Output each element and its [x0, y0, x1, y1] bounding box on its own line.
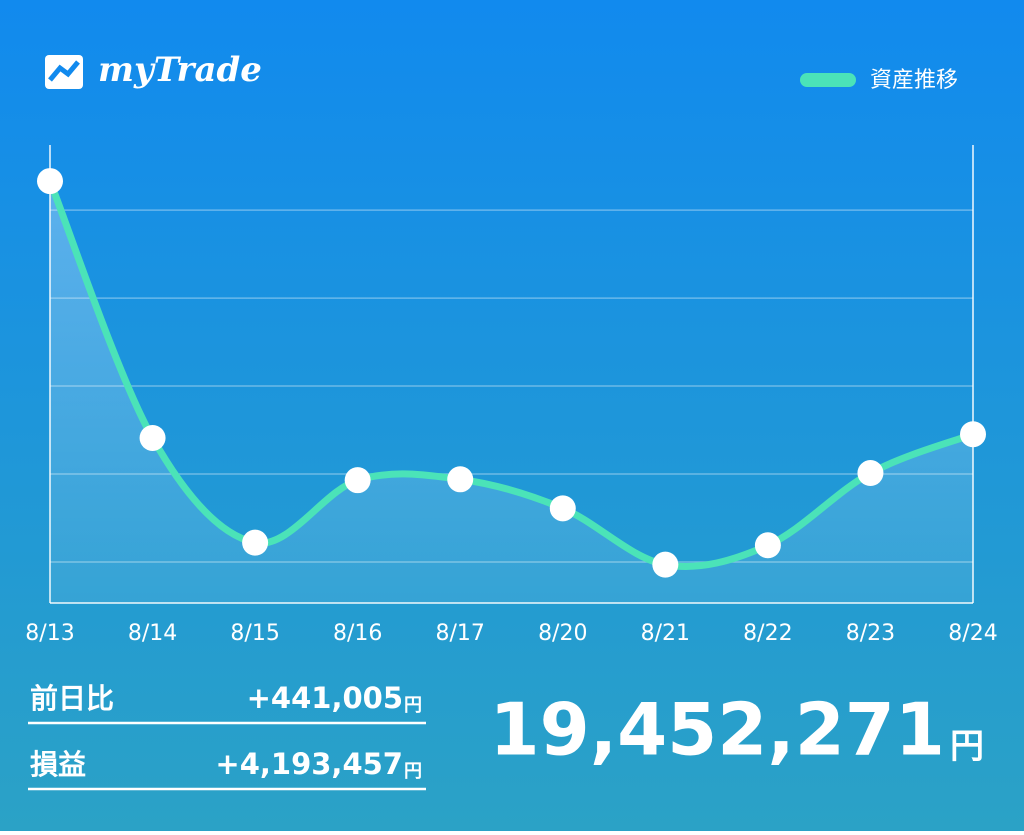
x-tick-label: 8/17 [436, 621, 485, 646]
x-tick-label: 8/20 [538, 621, 587, 646]
x-tick-label: 8/21 [641, 621, 690, 646]
x-tick-label: 8/24 [948, 621, 997, 646]
stat-value: +4,193,457 [215, 747, 403, 781]
point [242, 529, 269, 556]
stat-value: +441,005 [247, 681, 403, 715]
x-tick-label: 8/23 [846, 621, 895, 646]
logo-icon [45, 55, 83, 89]
point [754, 532, 781, 559]
stat-unit: 円 [404, 695, 422, 716]
stat-unit: 円 [404, 761, 422, 782]
point [960, 421, 986, 448]
point [857, 460, 884, 487]
x-tick-label: 8/13 [25, 621, 74, 646]
stat-label: 損益 [30, 748, 86, 781]
area [50, 181, 973, 603]
logo-text: myTrade [98, 50, 262, 90]
total-unit: 円 [950, 727, 984, 767]
point [344, 467, 371, 494]
point [37, 168, 63, 195]
point [447, 466, 474, 493]
legend-label: 資産推移 [870, 68, 958, 93]
point [139, 424, 166, 451]
x-tick-label: 8/22 [743, 621, 792, 646]
x-tick-label: 8/14 [128, 621, 177, 646]
total-value: 19,452,271 [490, 688, 945, 772]
stat-label: 前日比 [30, 682, 114, 715]
point [652, 551, 679, 578]
point [549, 495, 576, 522]
legend-swatch [800, 73, 856, 87]
x-tick-label: 8/16 [333, 621, 382, 646]
line [46, 179, 975, 570]
x-tick-label: 8/15 [230, 621, 279, 646]
